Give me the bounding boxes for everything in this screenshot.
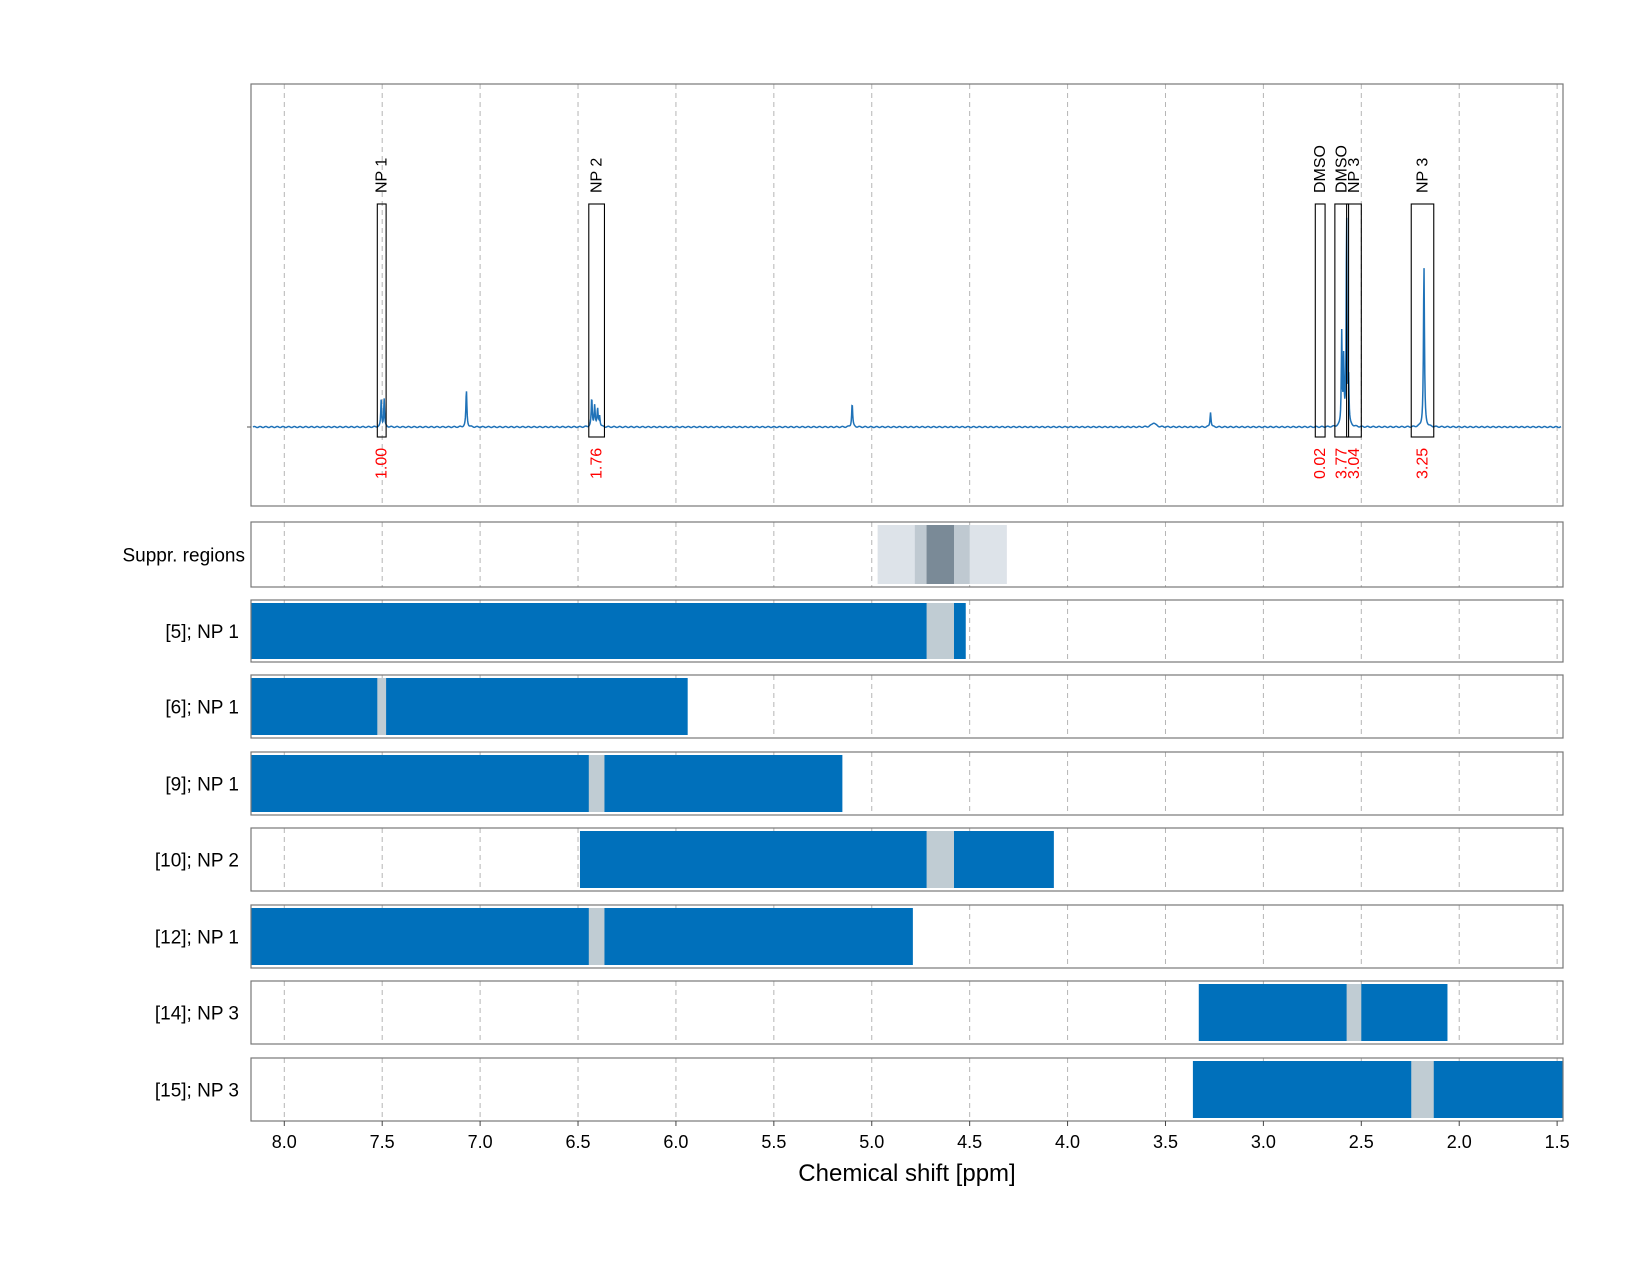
row-label: [10]; NP 2 bbox=[155, 851, 239, 872]
integral-value: 1.76 bbox=[589, 448, 606, 479]
integral-value: 1.00 bbox=[374, 448, 391, 479]
row-frame bbox=[250, 751, 1564, 816]
signal-region-box bbox=[1346, 203, 1362, 438]
fit-range-bar bbox=[251, 755, 843, 812]
spectrum-frame bbox=[250, 83, 1564, 507]
x-tick-label: 3.0 bbox=[1251, 1132, 1276, 1152]
x-axis-label: Chemical shift [ppm] bbox=[798, 1160, 1015, 1187]
row-frame bbox=[250, 904, 1564, 969]
signal-gap bbox=[377, 678, 387, 735]
rows-panel: Suppr. regions [5]; NP 1 [6]; NP 1 [9]; NP … bbox=[122, 521, 1564, 1122]
spectrum-line bbox=[252, 217, 1562, 429]
row-label: [6]; NP 1 bbox=[165, 698, 239, 719]
x-tick-label: 7.0 bbox=[468, 1132, 493, 1152]
fit-row: [12]; NP 1 bbox=[155, 904, 1564, 969]
row-frame bbox=[250, 827, 1564, 892]
x-tick-label: 5.5 bbox=[761, 1132, 786, 1152]
x-tick-label: 6.0 bbox=[663, 1132, 688, 1152]
signal-region-box bbox=[588, 203, 606, 438]
signal-gap bbox=[926, 831, 954, 888]
fit-range-bar bbox=[1192, 1061, 1563, 1118]
fit-range-bar bbox=[251, 908, 913, 965]
x-tick-label: 7.5 bbox=[370, 1132, 395, 1152]
fit-range-bar bbox=[1198, 984, 1448, 1041]
suppression-band bbox=[926, 525, 954, 584]
signal-region-box bbox=[1334, 203, 1350, 438]
signal-region-label: NP 1 bbox=[374, 158, 391, 193]
signal-gap bbox=[588, 755, 605, 812]
fit-row: [6]; NP 1 bbox=[165, 674, 1564, 739]
suppression-row: Suppr. regions bbox=[122, 521, 1564, 588]
signal-gap bbox=[1411, 1061, 1434, 1118]
row-frame bbox=[250, 1057, 1564, 1122]
signal-region-box bbox=[376, 203, 387, 438]
signal-region-label: NP 2 bbox=[589, 158, 606, 193]
x-tick-label: 3.5 bbox=[1153, 1132, 1178, 1152]
row-label: [12]; NP 1 bbox=[155, 928, 239, 949]
signal-region-box bbox=[1314, 203, 1326, 438]
signal-gap bbox=[588, 908, 605, 965]
row-frame bbox=[250, 674, 1564, 739]
x-tick-label: 1.5 bbox=[1545, 1132, 1570, 1152]
fit-row: [14]; NP 3 bbox=[155, 980, 1564, 1045]
row-frame bbox=[250, 980, 1564, 1045]
x-tick-label: 4.0 bbox=[1055, 1132, 1080, 1152]
row-label: [9]; NP 1 bbox=[165, 775, 239, 796]
fit-row: [9]; NP 1 bbox=[165, 751, 1564, 816]
row-frame bbox=[250, 599, 1564, 663]
signal-region-label: DMSO bbox=[1312, 145, 1329, 193]
x-tick-label: 6.5 bbox=[566, 1132, 591, 1152]
x-tick-label: 4.5 bbox=[957, 1132, 982, 1152]
integral-value: 3.77 bbox=[1334, 448, 1351, 479]
signal-gap bbox=[1346, 984, 1362, 1041]
fit-row: [10]; NP 2 bbox=[155, 827, 1564, 892]
x-tick-label: 5.0 bbox=[859, 1132, 884, 1152]
suppression-frame bbox=[250, 521, 1564, 588]
grid-layer bbox=[283, 84, 1558, 1121]
x-tick-label: 2.5 bbox=[1349, 1132, 1374, 1152]
fit-range-bar bbox=[251, 678, 688, 735]
integral-value: 0.02 bbox=[1312, 448, 1329, 479]
signal-region-label: DMSO bbox=[1334, 145, 1351, 193]
signal-region-label: NP 3 bbox=[1346, 158, 1363, 193]
integral-value: 3.04 bbox=[1346, 448, 1363, 479]
x-axis: 8.0 7.5 7.0 6.5 6.0 5.5 5.0 4.5 4.0 3.5 3.0 2.5 2.0 1… bbox=[272, 1121, 1570, 1152]
row-label: [5]; NP 1 bbox=[165, 622, 239, 643]
fit-range-bar bbox=[579, 831, 1054, 888]
signal-region-box bbox=[1410, 203, 1435, 438]
signal-region-label: NP 3 bbox=[1414, 158, 1431, 193]
spectrum-panel: NP 1 1.00 NP 2 1.76 DMSO 0.02 DMSO 3.77 NP 3 3.04… bbox=[247, 83, 1564, 507]
integral-value: 3.25 bbox=[1414, 448, 1431, 479]
row-label: [14]; NP 3 bbox=[155, 1004, 239, 1025]
fit-row: [15]; NP 3 bbox=[155, 1057, 1564, 1122]
signal-gap bbox=[926, 603, 954, 659]
fit-range-bar bbox=[251, 603, 966, 659]
row-label: [15]; NP 3 bbox=[155, 1081, 239, 1102]
x-tick-label: 2.0 bbox=[1447, 1132, 1472, 1152]
x-tick-label: 8.0 bbox=[272, 1132, 297, 1152]
fit-row: [5]; NP 1 bbox=[165, 599, 1564, 663]
suppression-label: Suppr. regions bbox=[122, 546, 245, 567]
